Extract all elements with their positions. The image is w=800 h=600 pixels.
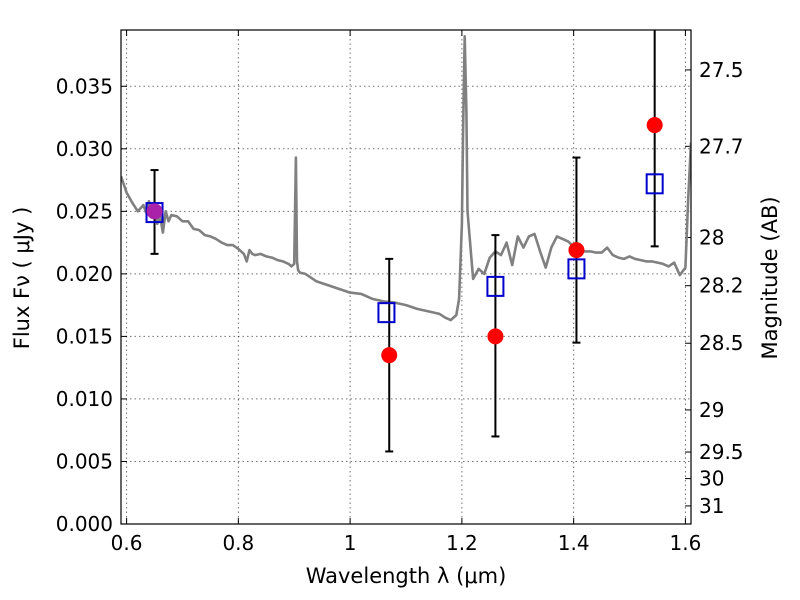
tick-layer: 0.6 0.8 1 1.2 1.4 1.6 0.000 0.005 0.010 0.015 0.02… bbox=[56, 30, 744, 555]
y-tick-label: 0.030 bbox=[56, 137, 113, 161]
x-tick-label: 1.4 bbox=[558, 531, 590, 555]
observed-flux-point bbox=[146, 203, 163, 220]
y-tick-label: 0.020 bbox=[56, 262, 113, 286]
observed-flux-point bbox=[487, 328, 504, 345]
magnitude-tick-label: 27.7 bbox=[699, 134, 744, 158]
magnitude-tick-label: 28.5 bbox=[699, 331, 744, 355]
y-tick-label: 0.015 bbox=[56, 324, 113, 348]
magnitude-tick-label: 30 bbox=[699, 467, 724, 491]
observed-flux-point bbox=[381, 347, 398, 364]
model-square-marker bbox=[645, 173, 664, 195]
y-tick-label: 0.000 bbox=[56, 512, 113, 536]
x-axis-label: Wavelength λ (μm) bbox=[306, 564, 507, 588]
x-tick-label: 1.2 bbox=[446, 531, 478, 555]
model-square-marker bbox=[145, 202, 164, 224]
observed-flux-point bbox=[568, 242, 585, 259]
model-square-marker bbox=[567, 258, 586, 280]
x-tick-label: 1.6 bbox=[670, 531, 702, 555]
observed-flux-point bbox=[646, 117, 663, 134]
plot-frame bbox=[120, 29, 692, 525]
y-axis-label: Flux Fν ( μJy ) bbox=[10, 207, 34, 350]
x-tick-label: 1 bbox=[344, 531, 357, 555]
grid-layer bbox=[121, 30, 691, 524]
y-tick-label: 0.025 bbox=[56, 199, 113, 223]
data-layer bbox=[121, 30, 691, 453]
model-square-marker bbox=[486, 275, 505, 297]
spectrum-line bbox=[121, 34, 691, 322]
y-tick-label: 0.035 bbox=[56, 74, 113, 98]
x-tick-label: 0.6 bbox=[111, 531, 143, 555]
magnitude-tick-label: 29.5 bbox=[699, 440, 744, 464]
x-tick-label: 0.8 bbox=[222, 531, 254, 555]
magnitude-tick-label: 27.5 bbox=[699, 58, 744, 82]
magnitude-tick-label: 28 bbox=[699, 225, 724, 249]
y2-axis-label: Magnitude (AB) bbox=[758, 196, 782, 359]
y-tick-label: 0.005 bbox=[56, 449, 113, 473]
model-square-marker bbox=[377, 302, 396, 324]
plot-area bbox=[121, 30, 691, 453]
magnitude-tick-label: 31 bbox=[699, 494, 724, 518]
y-tick-label: 0.010 bbox=[56, 387, 113, 411]
magnitude-tick-label: 28.2 bbox=[699, 274, 744, 298]
magnitude-tick-label: 29 bbox=[699, 398, 724, 422]
